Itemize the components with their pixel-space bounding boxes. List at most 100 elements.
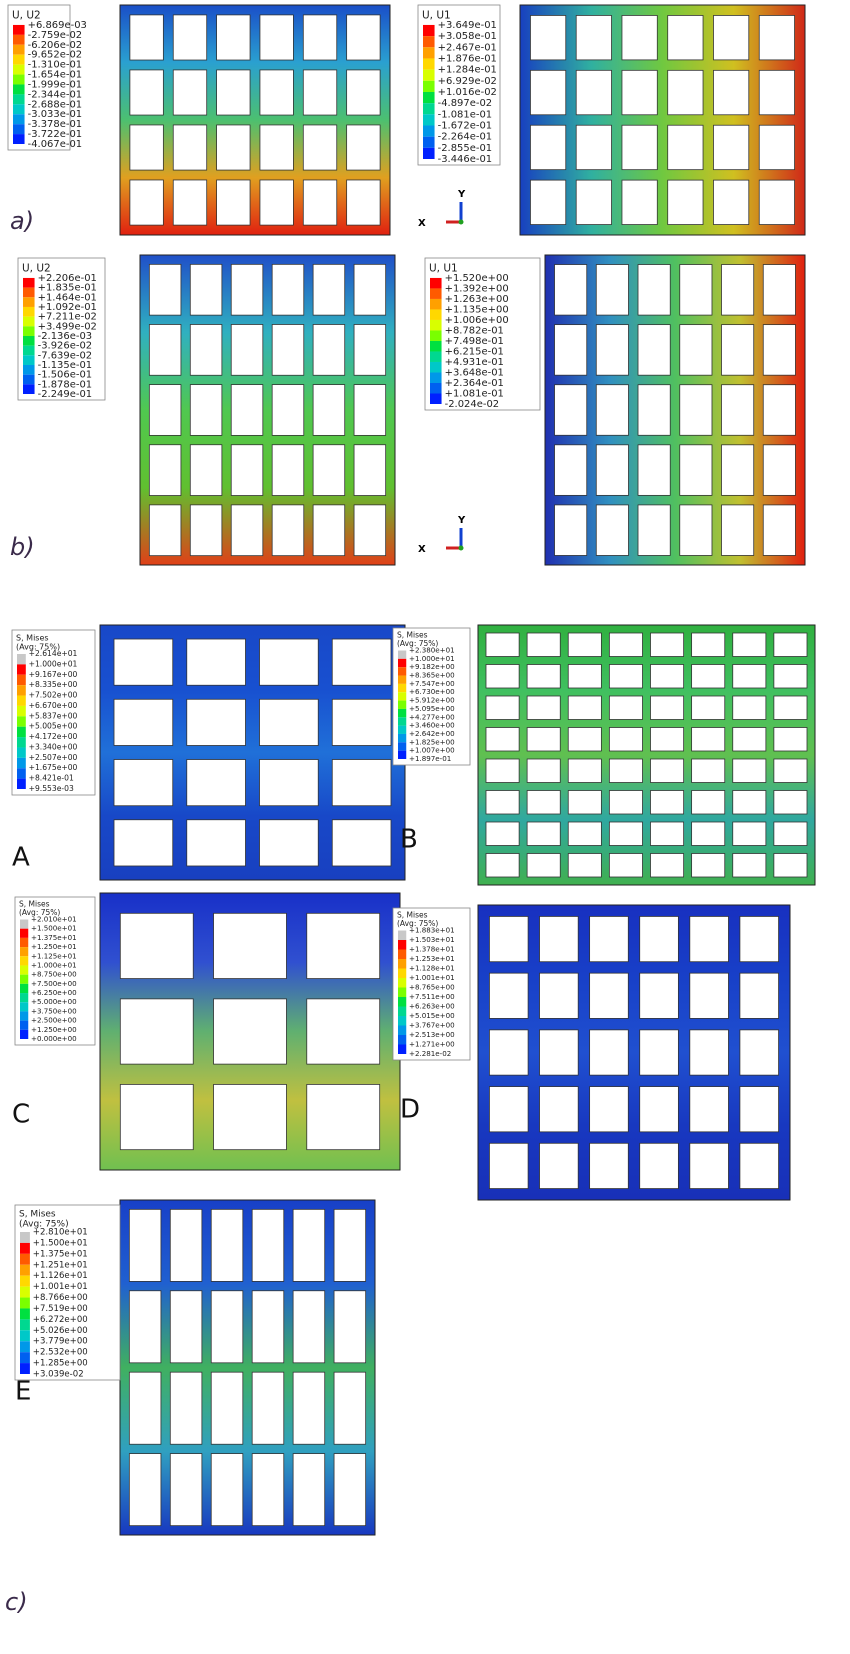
mesh-hole [774,759,807,783]
legend-value: -3.446e-01 [438,154,493,165]
mesh-hole [217,15,250,60]
legend-swatch [20,938,28,947]
mesh-hole [130,15,163,60]
mesh-hole [609,822,642,846]
mesh-hole [740,973,779,1018]
mesh-hole [638,265,670,316]
mesh-hole [651,696,684,720]
legend-value: -2.855e-01 [438,143,493,154]
legend-value: +1.126e+01 [33,1271,88,1281]
legend-swatch [398,692,406,700]
mesh-hole [260,125,293,170]
mesh-hole [190,445,222,496]
mesh-frame [478,625,815,885]
legend-swatch [20,1330,30,1341]
legend-value: +7.500e+00 [31,979,77,988]
mesh-hole [334,1291,366,1363]
legend-swatch [430,278,442,289]
legend-value: +8.782e-01 [445,325,504,336]
triad-y-label: Y [457,515,466,526]
legend-swatch [20,975,28,984]
mesh-hole [638,445,670,496]
mesh-hole [211,1372,243,1444]
legend-swatch [13,124,25,134]
legend-value: +3.340e+00 [29,742,78,751]
legend-swatch [20,1363,30,1374]
mesh-hole [759,125,794,169]
mesh-hole [568,759,601,783]
panel-label: D [400,1095,420,1125]
legend-swatch [20,1341,30,1352]
legend-value: +2.010e+01 [31,915,77,924]
mesh-hole [722,445,754,496]
mesh-hole [293,1372,325,1444]
legend-value: +1.125e+01 [31,951,77,960]
mesh-hole [690,916,729,961]
mesh-hole [596,445,628,496]
legend-swatch [20,1319,30,1330]
legend-swatch [17,706,26,716]
legend-swatch [23,278,35,288]
legend-swatch [13,75,25,85]
mesh-hole [651,728,684,752]
legend-swatch [398,742,406,750]
mesh-hole [187,699,246,745]
mesh-hole [555,505,587,556]
mesh-hole [651,759,684,783]
mesh-hole [489,1087,528,1132]
triad-origin [459,546,464,551]
panel-label: c) [5,1588,28,1616]
legend-swatch [17,779,26,789]
legend-value: +6.670e+00 [29,701,78,710]
legend-swatch [23,297,35,307]
mesh-hole [638,505,670,556]
mesh-hole [763,445,795,496]
mesh-hole [590,916,629,961]
legend-value: +1.520e+00 [445,273,509,284]
legend-swatch [430,351,442,362]
legend-value: +6.929e-02 [438,76,497,87]
mesh-hole [214,1084,287,1149]
legend-value: +5.015e+00 [409,1011,455,1020]
mesh-hole [690,1087,729,1132]
mesh-hole [740,1143,779,1188]
mesh-hole [332,699,391,745]
mesh-hole [763,325,795,376]
legend-swatch [23,365,35,375]
mesh-hole [733,665,766,689]
mesh-hole [260,639,319,685]
mesh-hole [527,696,560,720]
mesh-hole [774,728,807,752]
legend-swatch [17,727,26,737]
legend-swatch [398,684,406,692]
legend-value: -2.264e-01 [438,132,493,143]
mesh-hole [170,1454,202,1526]
figure: U, U2+6.869e-03-2.759e-02-6.206e-02-9.65… [0,0,850,1654]
mesh-hole [651,665,684,689]
legend-swatch [430,341,442,352]
mesh-hole [486,822,519,846]
legend-swatch [398,1045,406,1055]
legend-value: +1.000e+01 [31,960,77,969]
mesh-hole [173,70,206,115]
mesh-hole [303,180,336,225]
mesh-hole [114,639,173,685]
mesh-hole [527,854,560,878]
mesh-hole [596,385,628,436]
mesh-hole [347,70,380,115]
legend-value: +5.005e+00 [29,722,78,731]
legend-swatch [20,965,28,974]
mesh-hole [680,505,712,556]
legend-swatch [13,84,25,94]
mesh-hole [190,385,222,436]
legend-swatch [13,134,25,144]
mesh-hole [680,385,712,436]
legend-swatch [13,45,25,55]
mesh-hole [530,70,565,114]
mesh-hole [303,70,336,115]
legend-value: -1.672e-01 [438,120,493,131]
legend-value: -1.081e-01 [438,109,493,120]
legend-value: +1.081e-01 [445,388,504,399]
legend-value: +2.810e+01 [33,1228,88,1238]
legend-swatch [13,35,25,45]
